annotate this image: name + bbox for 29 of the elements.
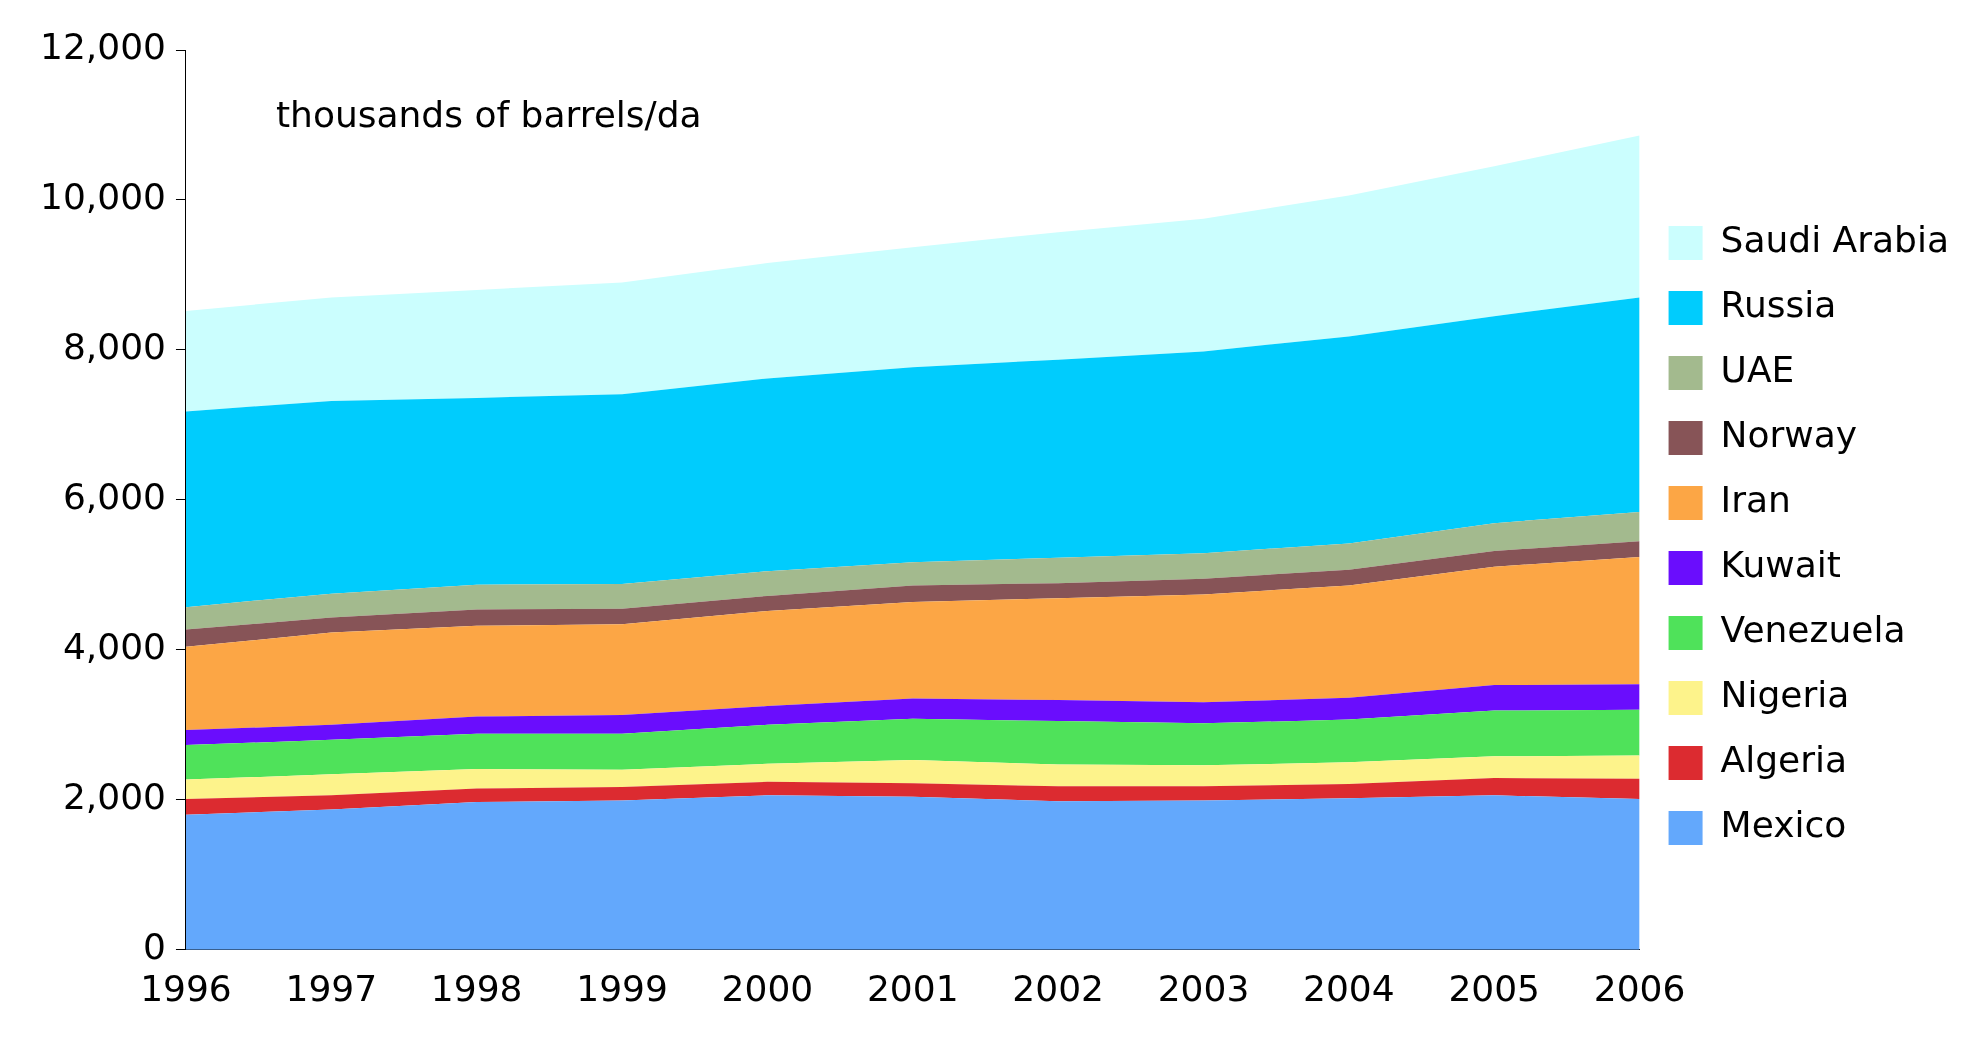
y-tick-label: 10,000: [40, 176, 166, 218]
x-tick-label: 1999: [576, 967, 668, 1009]
y-tick-label: 4,000: [62, 626, 166, 668]
x-tick-label: 1997: [285, 967, 378, 1009]
x-tick-label: 2005: [1448, 967, 1541, 1009]
legend-label: Nigeria: [1720, 674, 1850, 716]
x-tick-label: 2003: [1157, 967, 1250, 1009]
y-tick-label: 2,000: [62, 776, 166, 818]
x-tick-label: 2002: [1012, 967, 1104, 1009]
legend-label: Saudi Arabia: [1720, 219, 1950, 261]
legend-label: UAE: [1720, 349, 1795, 391]
annotation: thousands of barrels/da: [275, 94, 702, 136]
y-tick-label: 12,000: [40, 26, 166, 68]
x-tick-label: 2004: [1303, 967, 1395, 1009]
legend-label: Venezuela: [1720, 609, 1906, 651]
x-tick-label: 1996: [140, 967, 232, 1009]
legend-label: Iran: [1720, 479, 1791, 521]
legend-label: Norway: [1720, 414, 1858, 456]
legend-label: Kuwait: [1720, 544, 1841, 586]
x-tick-label: 2000: [721, 967, 814, 1009]
x-tick-label: 2001: [866, 967, 959, 1009]
y-tick-label: 6,000: [62, 476, 166, 518]
x-tick-label: 1998: [430, 967, 523, 1009]
y-tick-label: 8,000: [62, 326, 166, 368]
y-tick-label: 0: [143, 926, 166, 968]
x-tick-label: 2006: [1593, 967, 1686, 1009]
legend-label: Algeria: [1720, 739, 1848, 781]
legend-label: Mexico: [1720, 804, 1847, 846]
legend-label: Russia: [1720, 284, 1837, 326]
